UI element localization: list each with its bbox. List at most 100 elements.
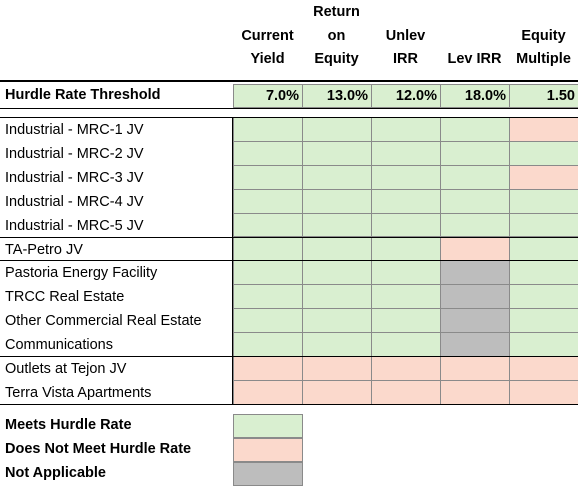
legend-label: Not Applicable (5, 465, 106, 481)
status-cell (302, 236, 372, 262)
status-cell (302, 284, 372, 310)
threshold-label: Hurdle Rate Threshold (5, 87, 161, 103)
status-cell (509, 140, 578, 166)
column-header-line: Equity (314, 51, 359, 67)
status-cell (302, 188, 372, 214)
threshold-cell (233, 84, 303, 108)
row-label: Industrial - MRC-4 JV (5, 193, 144, 210)
status-cell (371, 379, 441, 405)
status-cell (509, 164, 578, 190)
status-cell (440, 356, 510, 381)
legend-label: Does Not Meet Hurdle Rate (5, 441, 192, 457)
threshold-cell (371, 84, 441, 108)
group-divider (0, 117, 578, 118)
threshold-divider (0, 108, 578, 109)
status-cell (302, 117, 372, 142)
status-cell (302, 332, 372, 357)
threshold-cell (302, 84, 372, 108)
row-label: Other Commercial Real Estate (5, 313, 202, 330)
row-label: Communications (5, 337, 113, 354)
status-cell (302, 379, 372, 405)
column-header-line: IRR (393, 51, 418, 67)
status-cell (440, 212, 510, 238)
status-cell (371, 260, 441, 286)
group-divider (0, 236, 578, 238)
status-cell (509, 260, 578, 286)
status-cell (233, 356, 303, 381)
status-cell (509, 212, 578, 238)
status-cell (371, 212, 441, 238)
row-label: TRCC Real Estate (5, 289, 125, 306)
status-cell (371, 356, 441, 381)
status-cell (233, 284, 303, 310)
row-label: Industrial - MRC-5 JV (5, 217, 144, 234)
legend-swatch (233, 414, 303, 438)
row-label: Industrial - MRC-2 JV (5, 145, 144, 162)
status-cell (302, 140, 372, 166)
status-cell (371, 332, 441, 357)
status-cell (440, 260, 510, 286)
row-label: Pastoria Energy Facility (5, 265, 158, 282)
column-header-line: Lev IRR (447, 51, 502, 67)
group-divider (0, 403, 578, 405)
row-label: Outlets at Tejon JV (5, 361, 127, 377)
status-cell (509, 308, 578, 334)
row-label: Industrial - MRC-3 JV (5, 169, 144, 186)
status-cell (233, 117, 303, 142)
group-divider (0, 356, 578, 357)
legend-swatch (233, 438, 303, 462)
status-cell (233, 379, 303, 405)
label-column-border (232, 117, 233, 404)
column-header-line: Unlev (385, 27, 426, 44)
status-cell (233, 140, 303, 166)
status-cell (302, 308, 372, 334)
status-cell (371, 188, 441, 214)
status-cell (509, 236, 578, 262)
status-cell (371, 164, 441, 190)
row-label: TA-Petro JV (5, 241, 83, 258)
status-cell (440, 117, 510, 142)
threshold-value: 13.0% (326, 88, 368, 104)
status-cell (233, 212, 303, 238)
threshold-value: 18.0% (464, 88, 506, 104)
status-cell (233, 188, 303, 214)
status-cell (371, 308, 441, 334)
status-cell (371, 284, 441, 310)
status-cell (440, 236, 510, 262)
status-cell (371, 140, 441, 166)
status-cell (440, 164, 510, 190)
column-header-line: Equity (521, 27, 566, 44)
status-cell (440, 284, 510, 310)
status-cell (440, 188, 510, 214)
row-label: Terra Vista Apartments (5, 384, 152, 401)
status-cell (302, 212, 372, 238)
status-cell (302, 356, 372, 381)
status-cell (233, 236, 303, 262)
status-cell (509, 117, 578, 142)
legend-label: Meets Hurdle Rate (5, 417, 132, 433)
threshold-cell (440, 84, 510, 108)
status-cell (233, 164, 303, 190)
status-cell (509, 356, 578, 381)
row-label: Industrial - MRC-1 JV (5, 122, 144, 138)
status-cell (509, 332, 578, 357)
status-cell (509, 188, 578, 214)
column-header-line: on (327, 27, 346, 44)
threshold-cell (509, 84, 578, 108)
threshold-value: 12.0% (395, 88, 437, 104)
status-cell (440, 140, 510, 166)
status-cell (371, 117, 441, 142)
status-cell (440, 379, 510, 405)
group-divider (0, 260, 578, 262)
status-cell (302, 260, 372, 286)
column-header-line: Yield (250, 51, 285, 67)
threshold-value: 1.50 (546, 88, 575, 104)
status-cell (371, 236, 441, 262)
column-header-line: Multiple (516, 51, 571, 67)
status-cell (233, 260, 303, 286)
status-cell (233, 332, 303, 357)
status-cell (302, 164, 372, 190)
header-divider (0, 80, 578, 82)
column-header-line: Current (241, 27, 294, 44)
column-header-line: Return (313, 4, 360, 20)
